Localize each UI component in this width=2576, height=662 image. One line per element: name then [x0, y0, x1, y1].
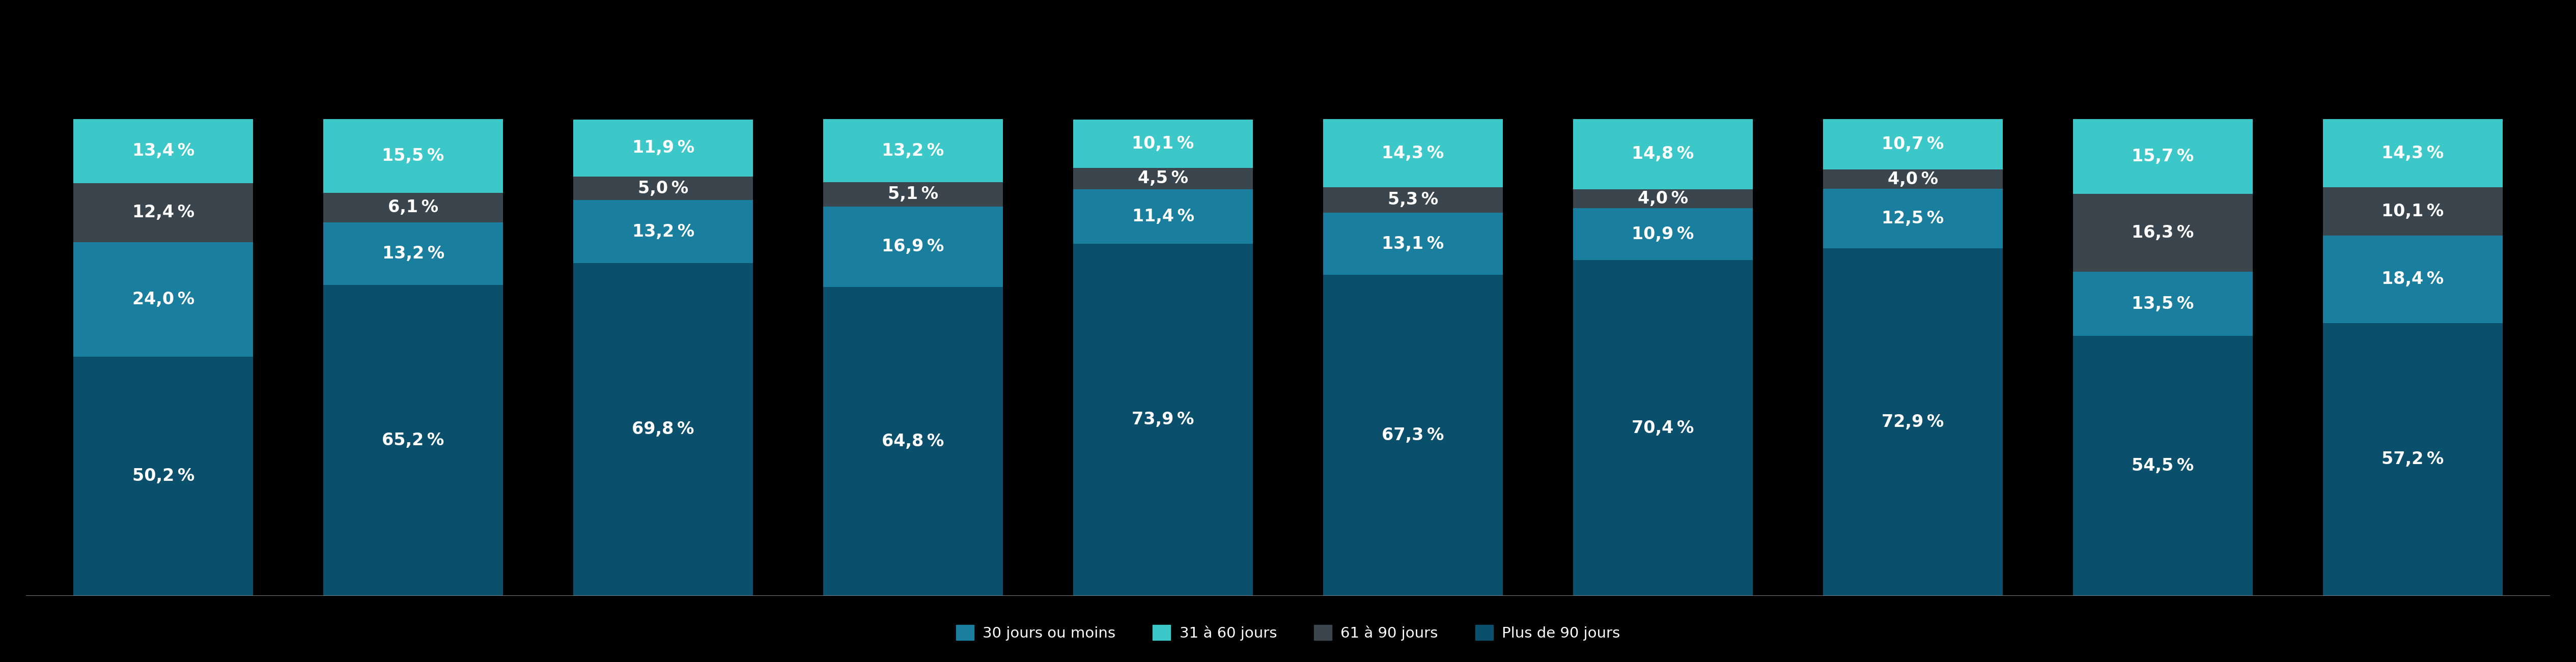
Text: 72,9 %: 72,9 %	[1880, 414, 1945, 430]
Bar	[824, 182, 1002, 207]
Text: 70,4 %: 70,4 %	[1631, 420, 1695, 436]
Text: 5,3 %: 5,3 %	[1388, 191, 1437, 209]
Text: 50,2 %: 50,2 %	[131, 468, 193, 485]
Text: 16,3 %: 16,3 %	[2133, 224, 2195, 241]
Text: 64,8 %: 64,8 %	[881, 433, 945, 449]
Bar	[824, 287, 1002, 596]
Text: 4,5 %: 4,5 %	[1139, 170, 1188, 187]
Bar	[824, 207, 1002, 287]
Text: 65,2 %: 65,2 %	[381, 432, 443, 449]
Bar	[2324, 119, 2504, 187]
Bar	[1074, 189, 1252, 244]
Text: 73,9 %: 73,9 %	[1131, 411, 1195, 428]
Text: 54,5 %: 54,5 %	[2133, 457, 2195, 474]
Bar	[1324, 187, 1502, 213]
Bar	[1574, 189, 1752, 209]
Text: 16,9 %: 16,9 %	[881, 238, 945, 255]
Bar	[322, 119, 502, 193]
Bar	[322, 285, 502, 596]
Bar	[1824, 118, 2004, 169]
Bar	[2074, 336, 2254, 596]
Bar	[72, 183, 252, 242]
Bar	[572, 176, 752, 200]
Text: 10,1 %: 10,1 %	[1131, 135, 1195, 152]
Bar	[572, 263, 752, 596]
Text: 57,2 %: 57,2 %	[2383, 451, 2445, 468]
Bar	[322, 193, 502, 222]
Text: 11,9 %: 11,9 %	[631, 140, 693, 156]
Text: 69,8 %: 69,8 %	[631, 421, 696, 438]
Bar	[1324, 213, 1502, 275]
Text: 13,1 %: 13,1 %	[1381, 236, 1445, 252]
Bar	[72, 357, 252, 596]
Bar	[824, 119, 1002, 182]
Bar	[1324, 119, 1502, 187]
Bar	[2074, 119, 2254, 194]
Text: 10,7 %: 10,7 %	[1880, 136, 1945, 152]
Text: 12,4 %: 12,4 %	[131, 204, 193, 221]
Bar	[2074, 194, 2254, 271]
Text: 24,0 %: 24,0 %	[131, 291, 193, 308]
Text: 15,5 %: 15,5 %	[381, 148, 443, 164]
Bar	[1574, 118, 1752, 189]
Text: 18,4 %: 18,4 %	[2383, 271, 2445, 288]
Bar	[2324, 323, 2504, 596]
Text: 13,2 %: 13,2 %	[881, 142, 945, 159]
Text: 12,5 %: 12,5 %	[1883, 210, 1945, 227]
Bar	[1074, 244, 1252, 596]
Text: 11,4 %: 11,4 %	[1131, 208, 1195, 225]
Legend: 30 jours ou moins, 31 à 60 jours, 61 à 90 jours, Plus de 90 jours: 30 jours ou moins, 31 à 60 jours, 61 à 9…	[948, 618, 1628, 648]
Text: 14,3 %: 14,3 %	[1381, 145, 1445, 162]
Bar	[1824, 169, 2004, 189]
Text: 4,0 %: 4,0 %	[1638, 191, 1687, 207]
Bar	[1074, 120, 1252, 167]
Bar	[2074, 271, 2254, 336]
Bar	[1074, 167, 1252, 189]
Bar	[1824, 189, 2004, 248]
Bar	[1824, 248, 2004, 596]
Text: 5,1 %: 5,1 %	[889, 186, 938, 203]
Text: 6,1 %: 6,1 %	[389, 199, 438, 216]
Bar	[1574, 209, 1752, 260]
Text: 10,9 %: 10,9 %	[1631, 226, 1695, 243]
Bar	[2324, 187, 2504, 236]
Text: 13,4 %: 13,4 %	[131, 143, 193, 160]
Text: 67,3 %: 67,3 %	[1381, 427, 1445, 444]
Text: 15,7 %: 15,7 %	[2133, 148, 2195, 165]
Bar	[572, 200, 752, 263]
Bar	[2324, 236, 2504, 323]
Text: 14,3 %: 14,3 %	[2383, 145, 2445, 162]
Bar	[1324, 275, 1502, 596]
Bar	[72, 242, 252, 357]
Bar	[72, 119, 252, 183]
Bar	[322, 222, 502, 285]
Bar	[572, 120, 752, 176]
Text: 5,0 %: 5,0 %	[639, 180, 688, 197]
Text: 4,0 %: 4,0 %	[1888, 171, 1937, 187]
Text: 10,1 %: 10,1 %	[2383, 203, 2445, 220]
Bar	[1574, 260, 1752, 596]
Text: 14,8 %: 14,8 %	[1631, 146, 1695, 162]
Text: 13,5 %: 13,5 %	[2133, 295, 2195, 312]
Text: 13,2 %: 13,2 %	[631, 223, 693, 240]
Text: 13,2 %: 13,2 %	[381, 245, 443, 262]
